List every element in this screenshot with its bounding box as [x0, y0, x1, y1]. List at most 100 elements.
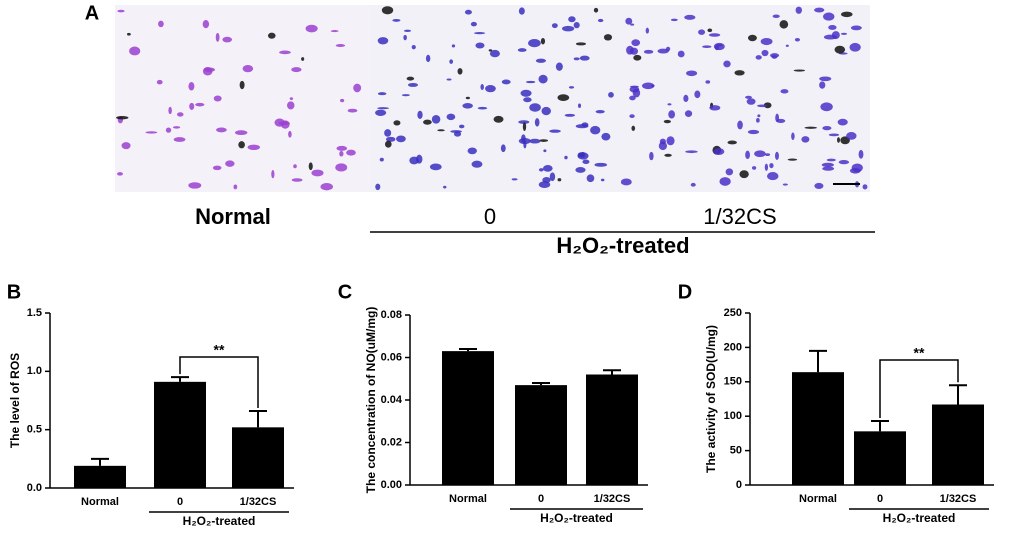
cell — [826, 158, 836, 162]
group-label: H₂O₂-treated — [183, 514, 256, 528]
cell — [578, 103, 582, 108]
cell — [858, 149, 864, 159]
cell — [760, 37, 773, 46]
cell — [814, 7, 825, 13]
cell — [320, 183, 333, 191]
cell — [293, 164, 297, 169]
cell — [121, 142, 131, 150]
cell — [423, 119, 432, 125]
panel-label: A — [85, 2, 99, 24]
bar — [515, 385, 567, 485]
cell — [751, 166, 757, 170]
y-tick-label: 200 — [724, 341, 742, 353]
cell — [384, 140, 392, 148]
cell — [709, 105, 721, 111]
cell — [775, 151, 779, 160]
cell — [177, 112, 184, 117]
cell — [838, 159, 850, 165]
y-tick-label: 150 — [724, 376, 742, 388]
cell — [643, 49, 654, 54]
panel-label: C — [338, 281, 352, 303]
cell — [564, 113, 576, 117]
cell — [663, 119, 671, 124]
cell — [225, 160, 235, 167]
cell — [782, 183, 788, 186]
cell — [840, 32, 848, 35]
cell — [541, 106, 551, 116]
cell — [239, 80, 245, 90]
cell — [522, 122, 527, 131]
cell — [443, 185, 447, 189]
cell — [755, 55, 762, 60]
group-label: H₂O₂-treated — [883, 511, 956, 525]
cell — [555, 62, 563, 71]
cell — [597, 18, 604, 23]
cell — [575, 124, 589, 129]
cell — [557, 178, 562, 182]
cell — [723, 60, 731, 68]
cell — [575, 42, 587, 46]
cell — [156, 79, 163, 85]
cell — [772, 14, 780, 18]
cell — [431, 115, 441, 124]
cell — [540, 37, 546, 45]
cell — [595, 109, 605, 114]
cell — [757, 114, 761, 118]
cell — [745, 150, 750, 160]
cell — [274, 118, 285, 127]
cell — [745, 95, 752, 99]
cell — [822, 166, 835, 171]
cell — [665, 46, 671, 52]
cell — [425, 54, 431, 63]
cell — [222, 36, 233, 43]
cell — [837, 118, 848, 126]
cell — [801, 136, 810, 143]
cells — [116, 6, 868, 191]
cell — [376, 107, 390, 110]
cell — [666, 136, 675, 146]
cell — [831, 31, 840, 40]
cell — [117, 9, 125, 13]
cell — [446, 78, 452, 81]
cell — [234, 130, 248, 136]
panel-label: B — [7, 281, 21, 303]
cell — [335, 163, 348, 172]
cell — [657, 48, 669, 54]
cell — [375, 183, 381, 191]
cell — [336, 145, 348, 151]
cell — [820, 102, 833, 112]
group-label: H₂O₂-treated — [556, 233, 689, 258]
cell — [771, 55, 778, 59]
y-tick-label: 1.5 — [27, 307, 42, 319]
cell — [267, 32, 276, 39]
x-tick-label: 1/32CS — [594, 493, 631, 505]
cell — [814, 182, 824, 189]
cell — [173, 137, 186, 142]
cell — [668, 110, 676, 119]
cell — [493, 115, 504, 123]
cell — [582, 159, 590, 165]
cell — [381, 6, 394, 15]
cell — [392, 18, 401, 22]
bar — [442, 351, 494, 485]
cell — [242, 64, 254, 73]
cell — [837, 137, 841, 143]
cell — [819, 81, 826, 89]
cell — [600, 178, 605, 182]
cell — [761, 49, 769, 57]
cell — [287, 101, 295, 110]
x-tick-label: 0 — [538, 493, 544, 505]
significance-label: ** — [214, 342, 225, 358]
cell — [451, 44, 456, 48]
cell — [590, 125, 601, 135]
cell — [549, 129, 561, 133]
y-tick-label: 100 — [724, 410, 742, 422]
cell — [168, 106, 172, 115]
cell — [188, 81, 195, 91]
cell — [429, 163, 442, 171]
y-tick-label: 0.08 — [381, 309, 402, 321]
cell — [538, 181, 551, 188]
cell — [518, 7, 525, 15]
cell — [763, 102, 772, 109]
cell — [658, 141, 668, 151]
